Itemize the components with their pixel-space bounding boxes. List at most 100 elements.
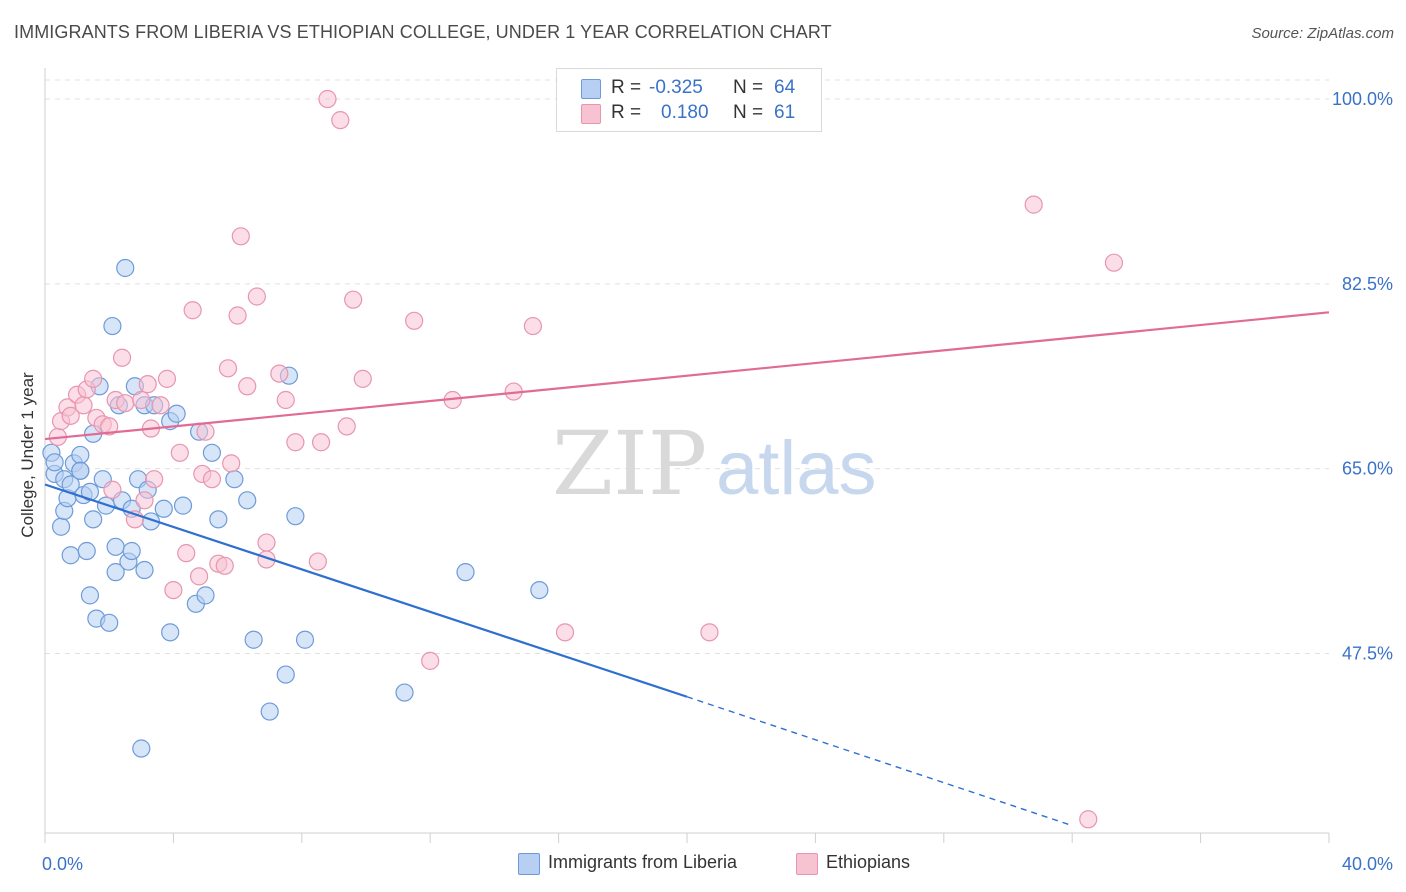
liberia-point	[71, 461, 90, 480]
liberia-point	[225, 470, 244, 489]
liberia-point	[244, 630, 263, 649]
liberia-point	[77, 541, 96, 561]
y-tick-label: 100.0%	[1332, 89, 1393, 109]
ethiopians-point	[337, 417, 356, 436]
ethiopians-point	[84, 369, 103, 388]
liberia-point	[238, 491, 257, 510]
liberia-point	[173, 496, 193, 515]
liberia-point	[295, 630, 315, 649]
ethiopians-point	[183, 301, 202, 320]
ethiopians-point	[170, 443, 189, 462]
ethiopians-point	[164, 580, 183, 600]
correlation-legend: R = -0.325 N = 64 R = 0.180 N = 61	[556, 68, 822, 132]
ethiopians-point	[405, 311, 424, 330]
ethiopians-point	[116, 394, 135, 413]
ethiopians-point	[215, 556, 234, 575]
ethiopians-point	[344, 290, 363, 309]
watermark-atlas: atlas	[716, 426, 877, 511]
ethiopians-point	[231, 227, 250, 246]
liberia-point	[395, 683, 414, 702]
legend-n-label: N =	[733, 102, 764, 123]
ethiopians-trend-line	[44, 311, 1330, 441]
liberia-point	[80, 586, 100, 605]
legend-r-value: 0.180	[661, 102, 709, 123]
liberia-point	[167, 404, 186, 423]
ethiopians-point	[189, 567, 209, 586]
legend-n-value: 64	[774, 77, 796, 98]
liberia-point	[122, 541, 141, 561]
ethiopians-point	[132, 390, 151, 410]
liberia-point	[154, 499, 173, 518]
ethiopians-point	[228, 306, 247, 325]
grid-layer	[45, 79, 1329, 654]
ethiopians-point	[257, 533, 276, 552]
liberia-point	[161, 623, 180, 642]
ethiopians-point	[247, 287, 266, 306]
x-tick-label: 40.0%	[1342, 854, 1393, 874]
legend-swatch-liberia	[581, 79, 601, 99]
liberia-point	[456, 563, 475, 582]
ethiopians-point	[138, 375, 157, 394]
ethiopians-point	[1104, 253, 1124, 272]
liberia-point	[116, 258, 135, 278]
ethiopians-point	[238, 377, 257, 396]
legend-r-value: -0.325	[649, 77, 703, 98]
legend-r-label: R =	[611, 77, 642, 98]
ethiopians-point	[112, 348, 132, 367]
liberia-point	[106, 537, 125, 556]
ethiopians-point	[1079, 810, 1098, 829]
liberia-trend-line	[44, 483, 688, 698]
ethiopians-point	[318, 89, 337, 109]
ethiopians-point	[196, 422, 215, 441]
ethiopians-point	[145, 470, 164, 489]
bottom-legend-label-ethiopians: Ethiopians	[826, 852, 911, 872]
ethiopians-point	[311, 433, 331, 452]
ethiopians-point	[74, 396, 93, 415]
ethiopians-point	[103, 480, 122, 499]
ethiopians-point	[276, 390, 295, 410]
label-layer: 100.0% 82.5% 65.0% 47.5% 0.0% 40.0%	[42, 89, 1393, 874]
liberia-point	[71, 445, 90, 465]
y-tick-label: 82.5%	[1342, 274, 1393, 294]
liberia-point	[135, 560, 154, 580]
ethiopians-point	[1024, 195, 1043, 214]
liberia-point	[45, 453, 64, 472]
ethiopians-point	[270, 364, 289, 383]
ethiopians-point	[157, 369, 177, 388]
legend-n-label: N =	[733, 77, 764, 98]
bottom-legend-swatch-liberia	[518, 853, 540, 875]
liberia-point	[106, 563, 125, 582]
legend-n-value: 61	[774, 102, 796, 123]
ethiopians-point	[151, 396, 170, 415]
liberia-point	[132, 739, 151, 758]
legend-r-label: R =	[611, 102, 642, 123]
ethiopians-point	[61, 406, 80, 425]
liberia-point	[260, 702, 279, 721]
liberia-point	[84, 510, 103, 529]
ethiopians-point	[202, 470, 222, 489]
ethiopians-point	[286, 433, 305, 452]
liberia-point	[209, 510, 228, 529]
ethiopians-point	[523, 316, 543, 336]
ethiopians-point	[135, 491, 154, 510]
liberia-point	[51, 517, 71, 536]
y-axis-label: College, Under 1 year	[18, 372, 37, 538]
watermark-zip: ZIP	[552, 412, 707, 515]
bottom-legend-swatch-ethiopians	[796, 853, 818, 875]
ethiopians-point	[308, 552, 327, 571]
ethiopians-point	[222, 454, 241, 473]
liberia-point	[103, 316, 122, 336]
y-tick-label: 47.5%	[1342, 643, 1393, 663]
liberia-point	[530, 580, 549, 600]
bottom-legend-label-liberia: Immigrants from Liberia	[548, 852, 738, 872]
ethiopians-point	[421, 651, 440, 670]
liberia-point	[100, 613, 119, 632]
y-tick-label: 65.0%	[1342, 459, 1393, 479]
liberia-point	[202, 443, 222, 462]
legend-swatch-ethiopians	[581, 104, 601, 124]
source-label: Source: ZipAtlas.com	[1251, 25, 1394, 42]
liberia-point	[61, 546, 80, 565]
ethiopians-point	[700, 623, 719, 642]
liberia-trend-extension	[686, 696, 1073, 827]
